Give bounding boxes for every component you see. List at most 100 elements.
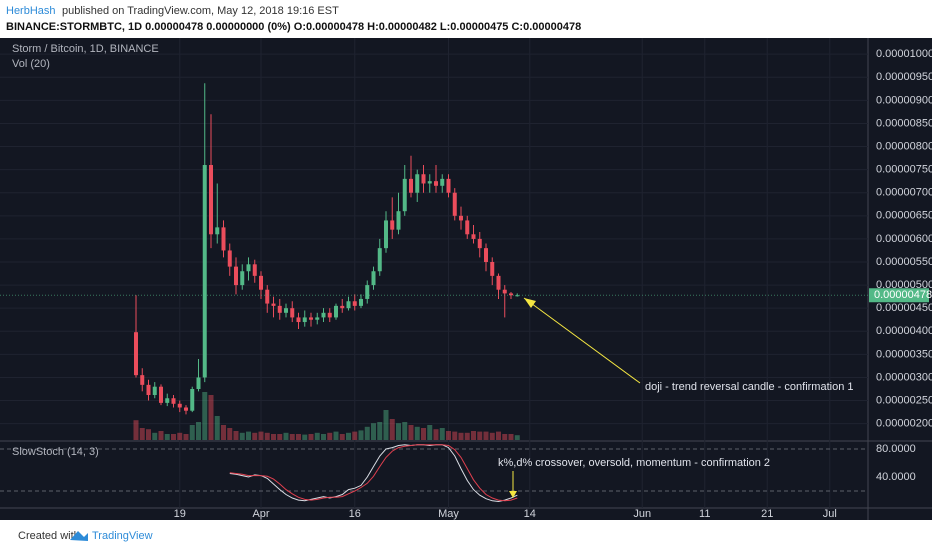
candle-body bbox=[171, 398, 176, 404]
volume-bar bbox=[233, 431, 239, 440]
x-tick-label: Jun bbox=[633, 508, 651, 520]
header-bg bbox=[0, 0, 932, 38]
volume-bar bbox=[383, 410, 389, 440]
candle-body bbox=[502, 289, 507, 294]
candle-body bbox=[271, 303, 276, 306]
published: published on TradingView.com, May 12, 20… bbox=[62, 5, 339, 17]
arrow-head bbox=[524, 298, 536, 308]
last-price-label: 0.00000478 bbox=[874, 289, 932, 301]
y-tick-label: 0.00000200 bbox=[876, 418, 932, 430]
stoch-line bbox=[229, 444, 518, 502]
volume-bar bbox=[208, 395, 214, 440]
volume-bar bbox=[289, 434, 295, 440]
volume-bar bbox=[171, 434, 176, 440]
candle-body bbox=[396, 211, 401, 230]
y-tick-label: 0.00000650 bbox=[876, 210, 932, 222]
volume-bar bbox=[227, 428, 233, 440]
volume-bar bbox=[196, 422, 201, 440]
volume-bar bbox=[258, 431, 264, 440]
stoch-title: SlowStoch (14, 3) bbox=[12, 446, 99, 458]
volume-bar bbox=[502, 434, 508, 440]
x-tick-label: 21 bbox=[761, 508, 773, 520]
footer-created: Created with bbox=[18, 530, 80, 542]
volume-bar bbox=[308, 434, 314, 440]
candle-body bbox=[402, 178, 407, 212]
candle-body bbox=[302, 317, 307, 323]
volume-bar bbox=[302, 434, 308, 440]
candle-body bbox=[427, 181, 432, 184]
candle-body bbox=[415, 174, 420, 193]
x-tick-label: 11 bbox=[699, 508, 710, 520]
volume-bar bbox=[252, 432, 258, 440]
grid: 0.00000200 0.00000250 0.00000300 0.00000350… bbox=[0, 38, 932, 520]
volume-bar bbox=[177, 432, 183, 440]
y-tick-label: 0.00000600 bbox=[876, 233, 932, 245]
candle-body bbox=[221, 227, 226, 251]
candle-body bbox=[471, 234, 476, 239]
candle-body bbox=[509, 293, 513, 296]
volume-bar bbox=[377, 422, 383, 440]
volume-bar bbox=[283, 432, 289, 440]
volume-bar bbox=[496, 431, 501, 440]
candle-body bbox=[177, 403, 182, 408]
candle-body bbox=[190, 389, 195, 411]
volume-bar bbox=[427, 425, 433, 440]
symbol-line: BINANCE:STORMBTC, 1D 0.00000478 0.000000… bbox=[6, 21, 581, 33]
volume-bar bbox=[183, 434, 189, 440]
volume-bar bbox=[471, 431, 476, 440]
candle-body bbox=[365, 285, 370, 299]
y-tick-label: 0.00000350 bbox=[876, 348, 932, 360]
volume-bar bbox=[346, 432, 351, 440]
volume-bar bbox=[333, 431, 339, 440]
candle-body bbox=[377, 248, 382, 272]
footer-bg bbox=[0, 520, 932, 550]
annotation: doji - trend reversal candle - confirmat… bbox=[645, 381, 853, 393]
volume-bar bbox=[214, 416, 220, 440]
y-tick-label: 0.00001000 bbox=[876, 48, 932, 60]
y-tick-label: 0.00000700 bbox=[876, 187, 932, 199]
candle-body bbox=[452, 192, 457, 216]
stoch-line bbox=[229, 444, 518, 503]
candle-body bbox=[159, 386, 163, 403]
candle-body bbox=[152, 386, 157, 396]
candle-body bbox=[277, 305, 282, 313]
volume-bar bbox=[514, 435, 520, 440]
candle-body bbox=[202, 165, 207, 378]
stoch-tick-label: 80.0000 bbox=[876, 443, 916, 455]
volume-bar bbox=[339, 434, 345, 440]
volume-bar bbox=[133, 420, 139, 440]
chart-title: Storm / Bitcoin, 1D, BINANCE bbox=[12, 43, 159, 55]
candle-body bbox=[371, 271, 376, 286]
candle-body bbox=[140, 375, 145, 385]
chart-bg bbox=[0, 38, 932, 520]
candle-body bbox=[390, 220, 395, 230]
author[interactable]: HerbHash bbox=[6, 5, 56, 17]
volume-bar bbox=[421, 428, 426, 440]
volume-bar bbox=[396, 423, 401, 440]
candle-body bbox=[321, 312, 326, 318]
candle-body bbox=[227, 250, 232, 267]
candle-body bbox=[421, 174, 426, 184]
candle-body bbox=[327, 312, 332, 318]
candle-body bbox=[134, 332, 138, 376]
last-price-box bbox=[869, 288, 929, 303]
candle-body bbox=[209, 165, 213, 235]
volume-bar bbox=[139, 428, 145, 440]
volume-bar bbox=[464, 432, 470, 440]
annotation: k%,d% crossover, oversold, momentum - co… bbox=[498, 457, 770, 469]
x-tick-label: 19 bbox=[174, 508, 186, 520]
candle-body bbox=[296, 317, 301, 323]
footer-brand[interactable]: TradingView bbox=[92, 530, 153, 542]
candle-body bbox=[259, 275, 263, 290]
volume-bar bbox=[246, 431, 251, 440]
volume-bar bbox=[483, 431, 489, 440]
volume-bar bbox=[358, 430, 364, 440]
volume-bar bbox=[458, 432, 464, 440]
volume-bar bbox=[321, 434, 326, 440]
volume-bar bbox=[414, 426, 420, 440]
candle-body bbox=[334, 305, 338, 318]
candle-body bbox=[309, 317, 313, 320]
candle-body bbox=[409, 178, 413, 193]
volume-bar bbox=[452, 431, 458, 440]
volume-bar bbox=[314, 432, 320, 440]
